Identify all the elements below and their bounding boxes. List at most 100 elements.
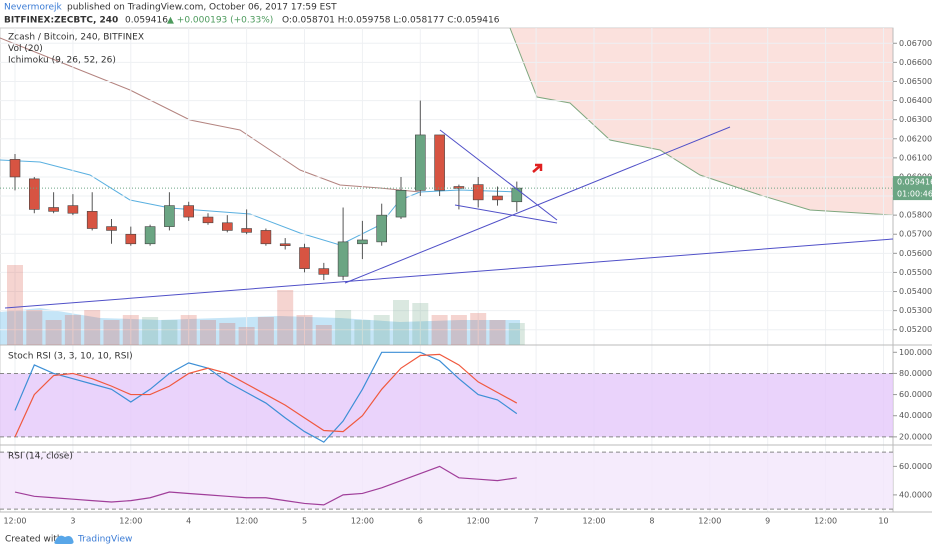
x-tick-label: 10: [878, 517, 888, 526]
x-tick-label: 12:00: [582, 517, 605, 526]
candle-body: [106, 226, 117, 231]
legend-entry: Vol (20): [8, 44, 43, 54]
y-tick-label: 40.0000: [899, 490, 932, 499]
x-tick-label: 5: [302, 517, 307, 526]
x-tick-label: 9: [765, 517, 770, 526]
created-with: Created with: [5, 535, 63, 545]
published: published on TradingView.com, October 06…: [67, 3, 337, 13]
band: [0, 452, 893, 510]
volume-bar: [373, 315, 390, 345]
volume-bar: [122, 315, 139, 345]
y-tick-label: 0.067000: [899, 39, 932, 48]
candle-body: [86, 211, 98, 229]
volume-bar: [470, 313, 487, 345]
candle-body: [9, 159, 21, 178]
volume-bar: [26, 310, 43, 345]
volume-bar: [354, 320, 371, 345]
last-price-label: 0.059416: [897, 178, 932, 187]
author[interactable]: Nevermorejk: [4, 3, 62, 13]
x-tick-label: 8: [649, 517, 654, 526]
candle-body: [164, 205, 175, 227]
ichimoku-span: [509, 27, 894, 216]
volume-bar: [393, 300, 409, 345]
legend-entry: Ichimoku (9, 26, 52, 26): [8, 56, 116, 66]
candle-body: [357, 239, 368, 245]
volume-bar: [335, 310, 352, 345]
y-tick-label: 40.0000: [899, 411, 932, 420]
volume-bar: [257, 317, 274, 345]
volume-bar: [296, 315, 313, 345]
candle-body: [28, 178, 40, 210]
volume-bar: [142, 317, 159, 345]
candle-body: [299, 247, 310, 269]
price: 0.059416: [125, 16, 168, 26]
panel-label: RSI (14, close): [8, 452, 73, 462]
x-tick-label: 12:00: [698, 517, 721, 526]
candle-body: [222, 222, 233, 231]
volume-bar: [315, 325, 332, 345]
trend-line: [454, 204, 558, 224]
candle-body: [376, 214, 388, 243]
panel-label: Stoch RSI (3, 3, 10, 10, RSI): [8, 352, 133, 362]
volume-bar: [84, 310, 101, 345]
volume-ma: [0, 308, 520, 345]
trend-line: [439, 129, 558, 221]
candle-body: [434, 134, 445, 191]
x-tick-label: 12:00: [814, 517, 837, 526]
indicator-line: [14, 465, 517, 506]
candle-body: [125, 233, 137, 245]
volume-bar: [412, 303, 429, 345]
arrow: [532, 163, 543, 173]
candle-body: [144, 226, 156, 245]
ichimoku-cloud: [510, 28, 893, 215]
x-tick-label: 12:00: [235, 517, 258, 526]
candle-body: [67, 205, 79, 214]
legend-entry: Zcash / Bitcoin, 240, BITFINEX: [8, 33, 144, 43]
y-tick-label: 60.0000: [899, 462, 932, 471]
volume-bar: [7, 265, 23, 345]
candle-body: [395, 190, 407, 218]
x-tick-label: 12:00: [119, 517, 142, 526]
candle-body: [48, 207, 59, 212]
candle-body: [260, 230, 272, 245]
x-tick-label: 3: [70, 517, 75, 526]
indicator-line: [14, 353, 518, 438]
ichimoku-base: [0, 37, 421, 193]
x-tick-label: 6: [418, 517, 423, 526]
symbol: BITFINEX:ZECBTC, 240: [4, 16, 118, 26]
ohlc: O:0.058701 H:0.059758 L:0.058177 C:0.059…: [282, 16, 500, 26]
volume-bar: [489, 320, 506, 345]
last-price-box: [893, 176, 932, 201]
candle-body: [414, 134, 426, 191]
volume-bar: [431, 315, 448, 345]
candle-body: [318, 268, 330, 275]
y-tick-label: 20.0000: [899, 432, 932, 441]
volume-bar: [103, 320, 120, 345]
marks: 12:00 3 12:00 4 12:00 5 12:00 6 12:00 7 12:00 8 12:0…: [0, 28, 932, 526]
change: ▲ +0.000193 (+0.33%): [167, 16, 273, 26]
volume-bar: [180, 315, 197, 345]
band: [0, 373, 893, 437]
x-tick-label: 12:00: [3, 517, 26, 526]
candle-body: [511, 187, 523, 203]
y-tick-label: 100.0000: [899, 348, 932, 357]
volume-bar: [45, 320, 62, 345]
volume-bar: [450, 315, 467, 345]
candle-body: [492, 195, 503, 201]
volume-bar: [508, 323, 525, 345]
candle-body: [183, 205, 194, 218]
x-tick-label: 4: [186, 517, 191, 526]
brand[interactable]: TradingView: [77, 535, 132, 545]
y-tick-label: 80.0000: [899, 369, 932, 378]
